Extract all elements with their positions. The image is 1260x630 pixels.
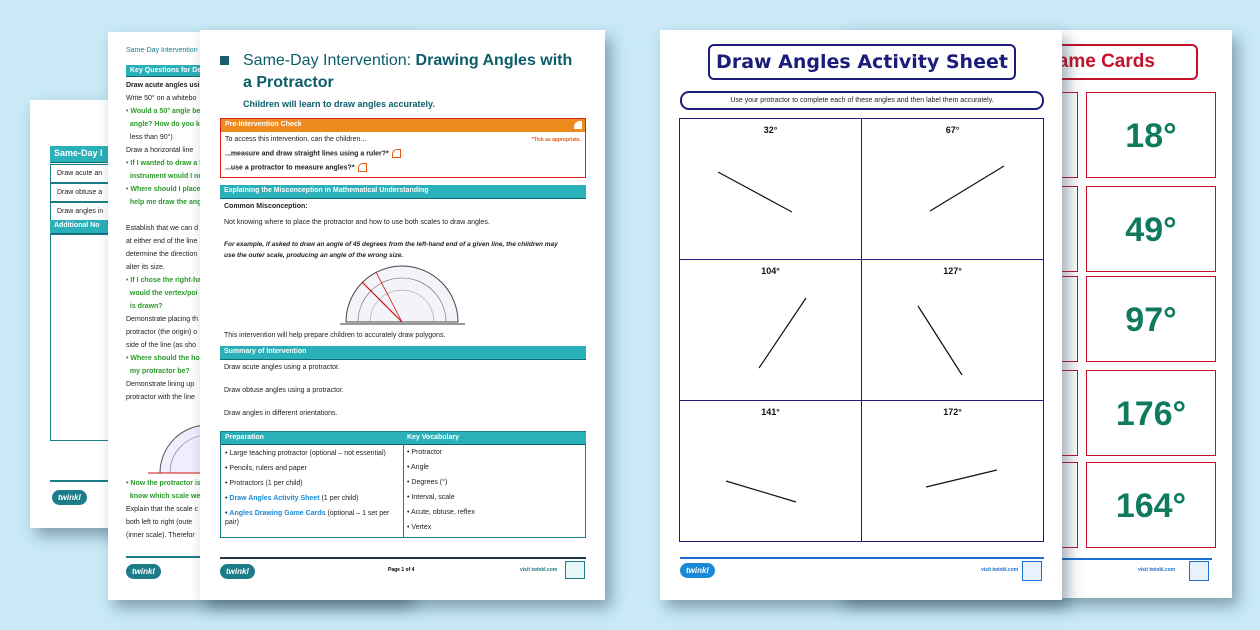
corner-icon bbox=[574, 121, 582, 129]
site-link[interactable]: visit twinkl.com bbox=[1138, 567, 1176, 573]
twinkl-logo: twinkl bbox=[680, 563, 715, 578]
angle-label: 67° bbox=[945, 125, 960, 135]
text-line bbox=[126, 212, 203, 225]
angle-base-line bbox=[717, 171, 793, 213]
twinkl-logo: twinkl bbox=[220, 564, 255, 579]
angle-label: 104° bbox=[761, 266, 780, 276]
footer-rule bbox=[680, 557, 1044, 559]
angle-card[interactable]: 97° bbox=[1086, 276, 1216, 362]
preparation-table: Preparation Key Vocabulary • Large teach… bbox=[220, 431, 586, 538]
site-link[interactable]: visit twinkl.com bbox=[520, 567, 558, 573]
angle-lines bbox=[717, 165, 1005, 503]
text-line: angle? How do you k bbox=[126, 121, 200, 128]
twinkl-logo: twinkl bbox=[52, 490, 87, 505]
preparation-item: • Protractors (1 per child) bbox=[225, 480, 303, 487]
angle-base-line bbox=[929, 165, 1005, 212]
resource-link[interactable]: Draw Angles Activity Sheet bbox=[229, 495, 320, 502]
badge-icon bbox=[565, 561, 585, 579]
page-subtitle: Children will learn to draw angles accur… bbox=[243, 99, 435, 109]
preparation-item: • Angles Drawing Game Cards (optional – … bbox=[225, 510, 390, 526]
text-line: Draw acute angles usi bbox=[126, 82, 200, 89]
front-document-page: Same-Day Intervention: Drawing Angles wi… bbox=[200, 30, 605, 600]
check-item[interactable]: ...use a protractor to measure angles?* bbox=[225, 163, 367, 172]
misconception-header: Explaining the Misconception in Mathemat… bbox=[220, 185, 586, 199]
text-line: • Where should I place bbox=[126, 186, 201, 193]
angle-card[interactable]: 18° bbox=[1086, 92, 1216, 178]
angle-cell: 172° bbox=[861, 400, 1044, 542]
text-line: Demonstrate placing th bbox=[126, 316, 198, 323]
text-line: Explain that the scale c bbox=[126, 506, 198, 513]
text-line: Demonstrate lining up bbox=[126, 381, 195, 388]
text-line: • Where should the hor bbox=[126, 355, 203, 362]
angle-card[interactable]: 49° bbox=[1086, 186, 1216, 272]
angle-base-line bbox=[758, 297, 807, 369]
vocabulary-item: • Interval, scale bbox=[407, 494, 455, 501]
text-line: my protractor be? bbox=[126, 368, 190, 375]
preparation-item: • Large teaching protractor (optional – … bbox=[225, 450, 386, 457]
text-line: side of the line (as sho bbox=[126, 342, 197, 349]
protractor-image bbox=[340, 265, 465, 325]
text-line: less than 90°) bbox=[126, 134, 173, 141]
angle-label: 127° bbox=[943, 266, 962, 276]
angle-card[interactable]: 176° bbox=[1086, 370, 1216, 456]
text-line: instrument would I ne bbox=[126, 173, 203, 180]
running-title: Same-Day Intervention bbox=[126, 47, 198, 54]
game-cards-title: Game Cards bbox=[1043, 51, 1155, 72]
vocabulary-item: • Degrees (°) bbox=[407, 479, 448, 486]
text-line: both left to right (oute bbox=[126, 519, 193, 526]
text-line: would the vertex/poi bbox=[126, 290, 198, 297]
page-number: Page 1 of 4 bbox=[388, 567, 415, 573]
activity-sheet-page: Draw Angles Activity Sheet Use your prot… bbox=[660, 30, 1062, 600]
angle-label: 172° bbox=[943, 407, 962, 417]
preparation-item: • Draw Angles Activity Sheet (1 per chil… bbox=[225, 495, 359, 502]
instruction-box: Use your protractor to complete each of … bbox=[680, 91, 1044, 110]
page-title: Same-Day Intervention: Drawing Angles wi… bbox=[243, 52, 573, 91]
text-line: protractor (the origin) o bbox=[126, 329, 198, 336]
text-line: at either end of the line bbox=[126, 238, 198, 245]
checkbox-icon[interactable] bbox=[357, 163, 367, 172]
text-line: Write 50° on a whitebo bbox=[126, 95, 197, 102]
vocabulary-item: • Angle bbox=[407, 464, 429, 471]
resource-link[interactable]: Angles Drawing Game Cards bbox=[229, 510, 326, 517]
checkbox-icon[interactable] bbox=[391, 149, 401, 158]
preparation-item: • Pencils, rulers and paper bbox=[225, 465, 307, 472]
text-line: alter its size. bbox=[126, 264, 165, 271]
text-line: • Now the protractor is bbox=[126, 480, 201, 487]
vocabulary-item: • Acute, obtuse, reflex bbox=[407, 509, 475, 516]
text-line: Draw a horizontal line bbox=[126, 147, 194, 154]
site-link[interactable]: visit twinkl.com bbox=[981, 567, 1019, 573]
angle-base-line bbox=[917, 305, 963, 376]
activity-title-frame bbox=[708, 44, 1016, 80]
text-line: • If I wanted to draw a 5 bbox=[126, 160, 204, 167]
text-line: protractor with the line bbox=[126, 394, 195, 401]
check-item[interactable]: ...measure and draw straight lines using… bbox=[225, 149, 401, 158]
vocabulary-item: • Protractor bbox=[407, 449, 443, 456]
summary-header: Summary of Intervention bbox=[220, 346, 586, 360]
angle-card[interactable]: 164° bbox=[1086, 462, 1216, 548]
text-line: • Would a 50° angle be bbox=[126, 108, 201, 115]
footer-rule bbox=[220, 557, 586, 559]
section-header: Pre-Intervention Check bbox=[221, 119, 585, 132]
text-line: help me draw the ang bbox=[126, 199, 202, 206]
activity-title: Draw Angles Activity Sheet bbox=[716, 51, 1008, 73]
text-line: determine the direction bbox=[126, 251, 198, 258]
badge-icon bbox=[1189, 561, 1209, 581]
badge-icon bbox=[1022, 561, 1042, 581]
footer-rule bbox=[988, 558, 1212, 560]
pre-intervention-check: Pre-Intervention Check To access this in… bbox=[220, 118, 586, 178]
text-line: is drawn? bbox=[126, 303, 163, 310]
angle-label: 32° bbox=[763, 125, 778, 135]
text-line: know which scale we bbox=[126, 493, 201, 500]
twinkl-logo: twinkl bbox=[126, 564, 161, 579]
angle-label: 141° bbox=[761, 407, 780, 417]
angle-base-line bbox=[925, 469, 998, 488]
text-line: • If I chose the right-ha bbox=[126, 277, 202, 284]
vocabulary-item: • Vertex bbox=[407, 524, 432, 531]
text-line: Establish that we can d bbox=[126, 225, 198, 232]
title-bullet-icon bbox=[220, 56, 229, 65]
text-line: (inner scale). Therefor bbox=[126, 532, 195, 539]
angle-base-line bbox=[725, 480, 797, 503]
